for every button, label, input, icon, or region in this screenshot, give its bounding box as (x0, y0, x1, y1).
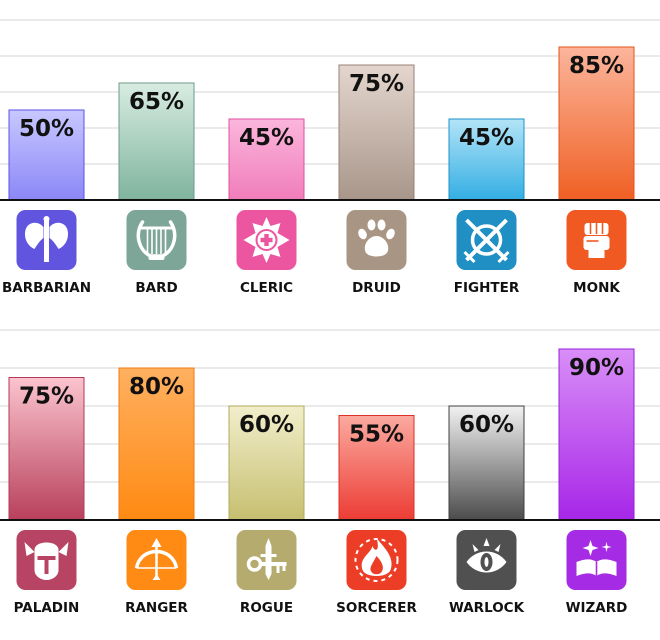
bar-ranger (118, 367, 195, 521)
bar-value-label-ranger: 80% (129, 374, 184, 400)
flame-icon (346, 530, 407, 590)
category-label-cleric: CLERIC (240, 280, 293, 296)
category-label-barbarian: BARBARIAN (2, 280, 91, 296)
category-label-warlock: WARLOCK (449, 600, 525, 616)
bar-value-label-warlock: 60% (459, 412, 514, 438)
bar-barbarian (8, 109, 85, 201)
spellbook-icon (566, 530, 627, 590)
category-label-druid: DRUID (352, 280, 401, 296)
bar-value-label-cleric: 45% (239, 125, 294, 151)
bar-value-label-bard: 65% (129, 89, 184, 115)
category-label-sorcerer: SORCERER (336, 600, 417, 616)
crossed-swords-shield-icon (456, 210, 517, 270)
bar-monk (558, 46, 635, 201)
category-label-monk: MONK (573, 280, 620, 296)
chart-panel-bottom: 75% PALADIN 80% RANGER 60% ROGUE 55% SORCERER 60… (0, 329, 660, 616)
bar-value-label-monk: 85% (569, 53, 624, 79)
winged-helmet-icon (16, 530, 77, 590)
bar-rogue (228, 405, 305, 521)
bar-sorcerer (338, 415, 415, 521)
eye-icon (456, 530, 517, 590)
fist-icon (566, 210, 627, 270)
bar-wizard (558, 348, 635, 521)
bar-fighter (448, 118, 525, 201)
category-label-bard: BARD (135, 280, 177, 296)
holy-cross-icon (236, 210, 297, 270)
category-label-fighter: FIGHTER (454, 280, 520, 296)
category-label-paladin: PALADIN (14, 600, 80, 616)
chart-panel-top: 50% BARBARIAN 65% BARD 45% CLERIC 75% DRUID 45% F… (0, 19, 660, 296)
lyre-icon (126, 210, 187, 270)
bar-druid (338, 64, 415, 201)
category-label-ranger: RANGER (125, 600, 188, 616)
bar-value-label-barbarian: 50% (19, 116, 74, 142)
paw-icon (346, 210, 407, 270)
bar-value-label-druid: 75% (349, 71, 404, 97)
bow-arrow-icon (126, 530, 187, 590)
bar-value-label-wizard: 90% (569, 355, 624, 381)
key-dagger-icon (236, 530, 297, 590)
bar-value-label-sorcerer: 55% (349, 422, 404, 448)
bar-paladin (8, 377, 85, 521)
category-label-rogue: ROGUE (240, 600, 293, 616)
bar-value-label-fighter: 45% (459, 125, 514, 151)
bar-value-label-rogue: 60% (239, 412, 294, 438)
bar-cleric (228, 118, 305, 201)
double-axe-icon (16, 210, 77, 270)
bar-bard (118, 82, 195, 201)
category-label-wizard: WIZARD (566, 600, 628, 616)
bar-value-label-paladin: 75% (19, 384, 74, 410)
